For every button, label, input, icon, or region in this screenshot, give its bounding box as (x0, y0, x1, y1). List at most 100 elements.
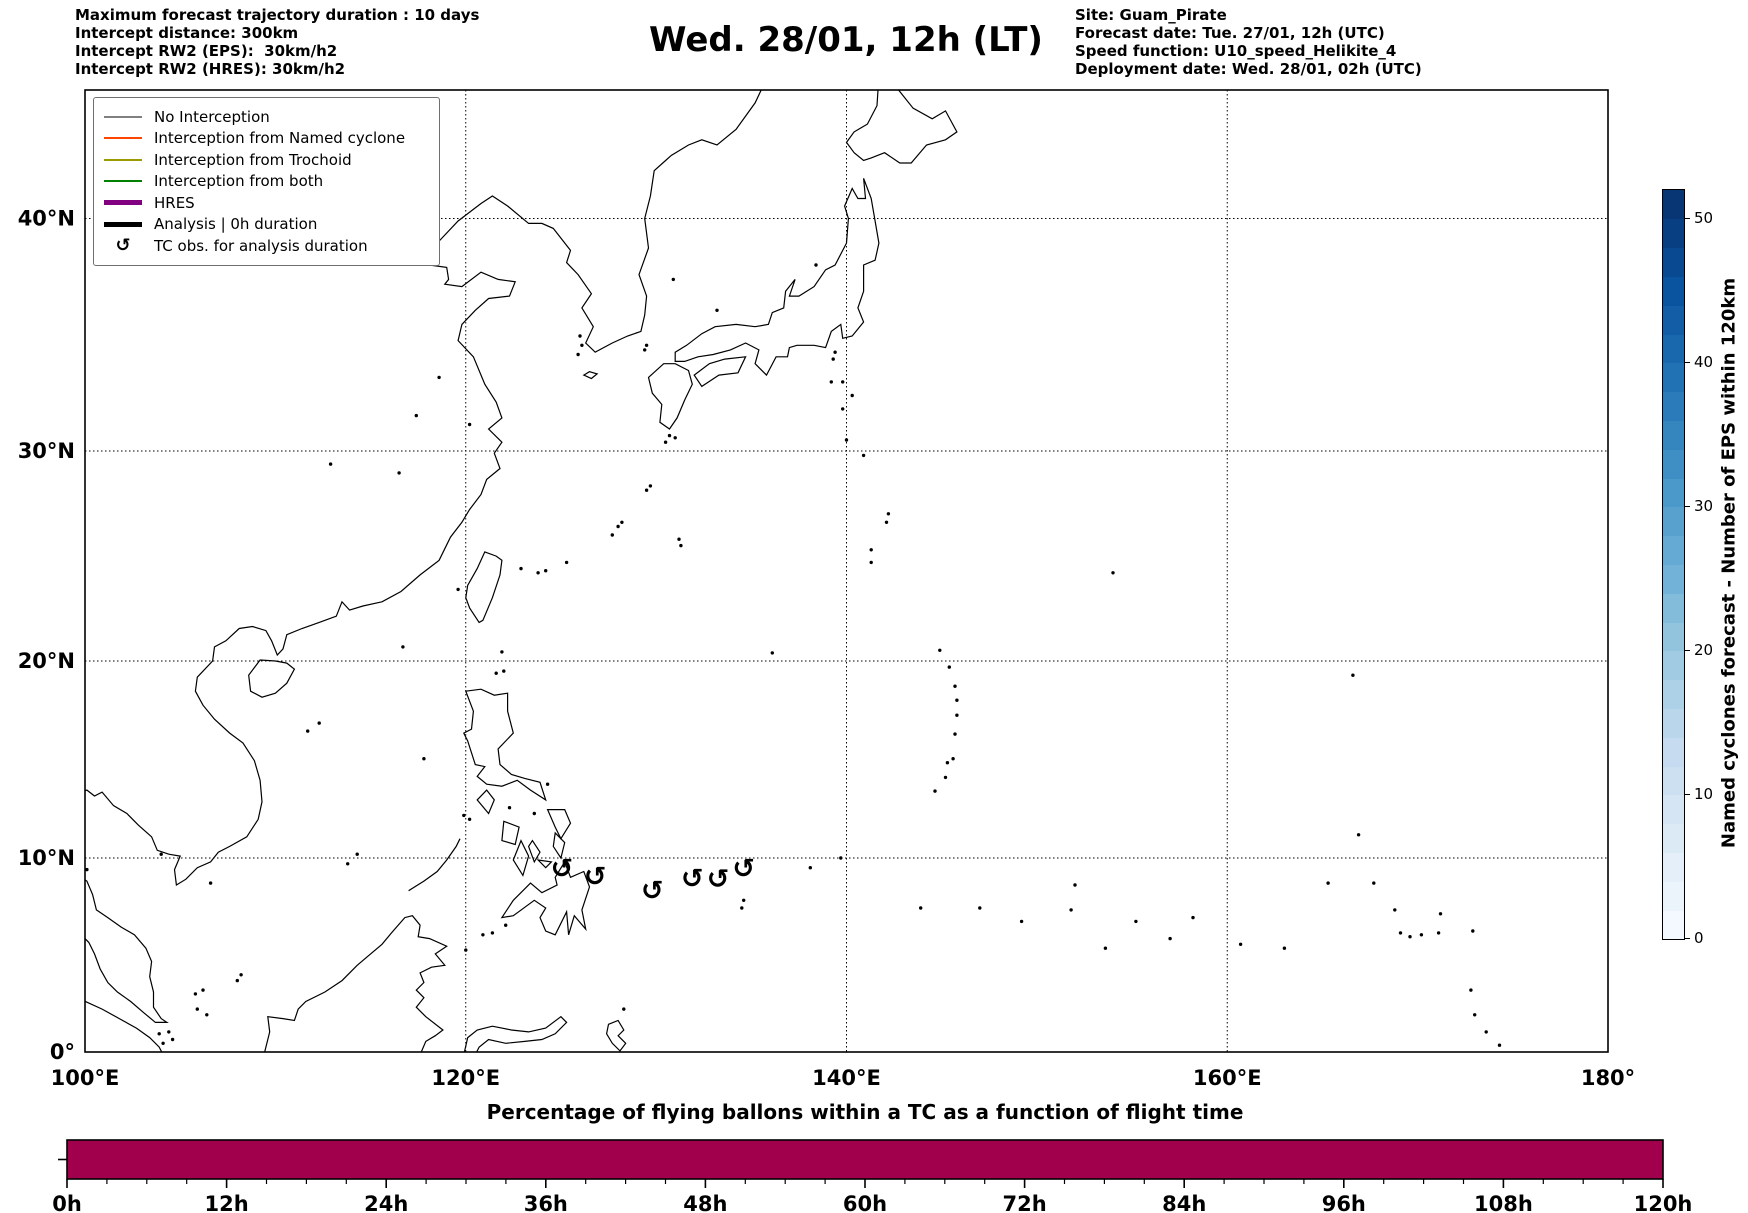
island-dot-ryukyu-islands (536, 571, 540, 575)
tc-obs-marker: ↺ (641, 876, 664, 907)
legend-item-label: No Interception (154, 107, 270, 126)
island-dot-marshall-gilbert-islands (1398, 931, 1403, 935)
island-dot-ryukyu-islands (564, 560, 569, 565)
x-axis-label: 180° (1581, 1066, 1635, 1090)
coastline-negros (512, 839, 530, 877)
colorbar-segment (1663, 190, 1684, 220)
colorbar-tick-label: 10 (1694, 784, 1714, 803)
island-dot-south-china-sea-reefs (456, 587, 460, 592)
island-dot-izu-bonin-islands (1111, 571, 1115, 575)
colorbar-segment (1663, 881, 1684, 911)
island-dot-ryukyu-islands (677, 537, 681, 541)
island-dot-marshall-gilbert-islands (1356, 833, 1361, 837)
coastline-luzon (463, 688, 547, 802)
legend-item: HRES (104, 192, 429, 214)
map-frame (84, 89, 1609, 1053)
colorbar-tick (1684, 217, 1690, 219)
island-dot-izu-bonin-islands (841, 407, 845, 411)
island-dot-china-lakes (467, 422, 472, 427)
island-dot-japan-sea-islands (644, 343, 649, 347)
tc-obs-marker: ↺ (681, 863, 704, 894)
y-axis-label: 20°N (18, 649, 75, 673)
header-right-line: Speed function: U10_speed_Helikite_4 (1075, 42, 1397, 60)
y-axis-label: 40°N (18, 206, 75, 230)
colorbar-segment (1663, 420, 1684, 450)
colorbar-tick (1684, 361, 1690, 363)
island-dot-indonesia-islets (201, 988, 205, 992)
island-dot-mariana-islands (951, 757, 955, 761)
island-dot-caroline-islands (1168, 936, 1172, 941)
island-dot-ryukyu-islands (663, 440, 668, 444)
island-dot-marshall-gilbert-islands (1326, 881, 1330, 885)
island-dot-south-china-sea-reefs (159, 852, 163, 856)
legend-line-sample (104, 137, 142, 140)
x-axis-label: 100°E (51, 1066, 120, 1090)
colorbar-segment (1663, 622, 1684, 652)
page-title: Wed. 28/01, 12h (LT) (649, 20, 1043, 60)
bottom-axis-label: 24h (364, 1192, 408, 1213)
colorbar-tick-label: 0 (1694, 929, 1704, 947)
legend-line-sample (104, 180, 142, 183)
colorbar-segment (1663, 679, 1684, 710)
island-dot-izu-bonin-islands (844, 438, 849, 442)
island-dot-philippine-small-islands (504, 923, 508, 927)
island-dot-south-china-sea-reefs (422, 757, 426, 761)
colorbar-label: Named cyclones forecast - Number of EPS … (1718, 277, 1740, 849)
coastline-shikoku (693, 356, 747, 388)
colorbar-tick-label: 20 (1694, 640, 1714, 659)
island-dot-ryukyu-islands (644, 488, 649, 492)
tc-obs-marker: ↺ (732, 854, 755, 885)
island-dot-philippine-small-islands (494, 671, 498, 675)
coastline-hokkaido (845, 90, 958, 164)
island-dot-mariana-islands (945, 761, 950, 765)
island-dot-caroline-islands (1238, 942, 1243, 946)
island-dot-marshall-gilbert-islands (1408, 935, 1412, 939)
colorbar-segment (1663, 535, 1684, 565)
island-dot-marshall-gilbert-islands (1419, 933, 1424, 937)
coastline-taiwan (465, 551, 503, 624)
bottom-axis-label: 0h (52, 1192, 82, 1213)
coastline-samar (546, 808, 572, 840)
island-dot-ryukyu-islands (620, 520, 624, 524)
bottom-chart-title: Percentage of flying ballons within a TC… (486, 1100, 1244, 1124)
coastline-borneo (264, 915, 448, 1052)
island-dot-caroline-islands (740, 906, 744, 910)
island-dot-indonesia-islets (235, 978, 239, 983)
colorbar-segment (1663, 449, 1684, 479)
colorbar-segment (1663, 823, 1684, 854)
colorbar-segment (1663, 910, 1684, 940)
colorbar-segment (1663, 334, 1684, 364)
x-axis-label: 140°E (812, 1066, 881, 1090)
coastline-halmahera (605, 1019, 627, 1052)
colorbar-tick-label: 30 (1694, 496, 1714, 515)
island-dot-caroline-islands (808, 866, 812, 870)
legend-item: Interception from both (104, 171, 429, 193)
island-dot-izu-bonin-islands (884, 520, 889, 524)
x-axis-label: 160°E (1193, 1066, 1262, 1090)
island-dot-japan-sea-islands (814, 263, 818, 267)
island-dot-china-lakes (328, 462, 333, 466)
island-dot-philippine-small-islands (490, 931, 495, 935)
colorbar-segment (1663, 247, 1684, 277)
coastline-sumatra-east-coast (85, 1000, 163, 1052)
island-dot-caroline-islands (1134, 919, 1138, 924)
island-dot-china-lakes (397, 471, 401, 475)
island-dot-ryukyu-islands (544, 569, 548, 573)
tc-obs-marker: ↺ (551, 854, 574, 885)
island-dot-ryukyu-islands (673, 436, 677, 440)
legend-item-label: HRES (154, 193, 195, 212)
island-dot-caroline-islands (1282, 946, 1287, 950)
island-dot-mariana-islands (933, 789, 937, 793)
map-legend: No Interception Interception from Named c… (93, 97, 440, 266)
island-dot-izu-bonin-islands (770, 651, 774, 655)
bottom-axis-label: 72h (1003, 1192, 1047, 1213)
island-dot-mariana-islands (955, 698, 959, 702)
colorbar-segment (1663, 766, 1684, 796)
tc-obs-marker: ↺ (707, 864, 730, 895)
legend-line-sample (104, 116, 142, 118)
colorbar-tick (1684, 649, 1690, 651)
island-dot-south-china-sea-reefs (401, 645, 405, 649)
header-left-line: Intercept distance: 300km (75, 24, 299, 42)
legend-line-sample (104, 158, 142, 161)
colorbar-segment (1663, 650, 1684, 681)
